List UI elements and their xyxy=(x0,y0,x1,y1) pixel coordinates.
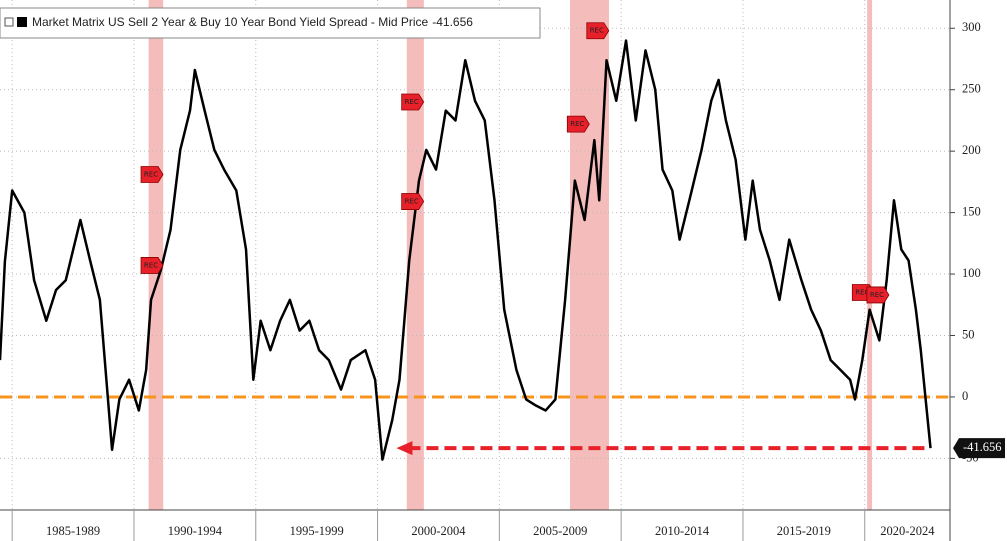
rec-label: REC xyxy=(144,171,158,179)
legend-last-value: -41.656 xyxy=(432,15,473,29)
rec-label: REC xyxy=(590,27,604,35)
rec-flag xyxy=(566,115,590,133)
rec-label: REC xyxy=(870,291,884,299)
y-tick-label: 150 xyxy=(962,204,981,218)
rec-label: REC xyxy=(570,120,584,128)
rec-flag xyxy=(401,193,425,210)
recession-band xyxy=(867,0,873,510)
x-tick-label: 2010-2014 xyxy=(655,524,710,538)
rec-label: REC xyxy=(144,261,158,269)
rec-flag xyxy=(140,166,164,183)
rec-label: REC xyxy=(405,98,419,106)
y-tick-label: 200 xyxy=(962,143,981,157)
x-tick-label: 1995-1999 xyxy=(290,524,344,538)
rec-flag xyxy=(586,22,610,40)
legend-box xyxy=(0,7,541,39)
x-tick-label: 1985-1989 xyxy=(46,524,100,538)
rec-label: REC xyxy=(855,288,869,296)
rec-flag xyxy=(401,93,425,111)
y-tick-label: 250 xyxy=(962,82,981,96)
x-tick-label: 2020-2024 xyxy=(880,524,935,538)
legend-swatch xyxy=(17,17,27,27)
y-tick-label: 50 xyxy=(962,327,975,341)
rec-label: REC xyxy=(405,198,419,206)
x-tick-label: 2000-2004 xyxy=(411,524,466,538)
y-tick-label: 0 xyxy=(962,389,968,403)
legend-toggle[interactable] xyxy=(4,17,14,27)
x-tick-label: 1990-1994 xyxy=(168,524,223,538)
x-tick-label: 2005-2009 xyxy=(533,524,587,538)
recession-band xyxy=(406,0,424,510)
y-tick-label: 300 xyxy=(962,20,981,34)
last-value-tag xyxy=(953,438,1005,459)
arrow-head xyxy=(396,441,413,456)
series-line xyxy=(0,39,932,461)
legend-label: Market Matrix US Sell 2 Year & Buy 10 Ye… xyxy=(32,15,429,29)
recession-band xyxy=(148,0,164,510)
rec-flag xyxy=(140,257,164,274)
recession-band xyxy=(570,0,609,510)
last-value-label: -41.656 xyxy=(963,440,1002,454)
x-tick-label: 2015-2019 xyxy=(777,524,831,538)
rec-flag xyxy=(866,286,890,304)
y-tick-label: 100 xyxy=(962,266,981,280)
